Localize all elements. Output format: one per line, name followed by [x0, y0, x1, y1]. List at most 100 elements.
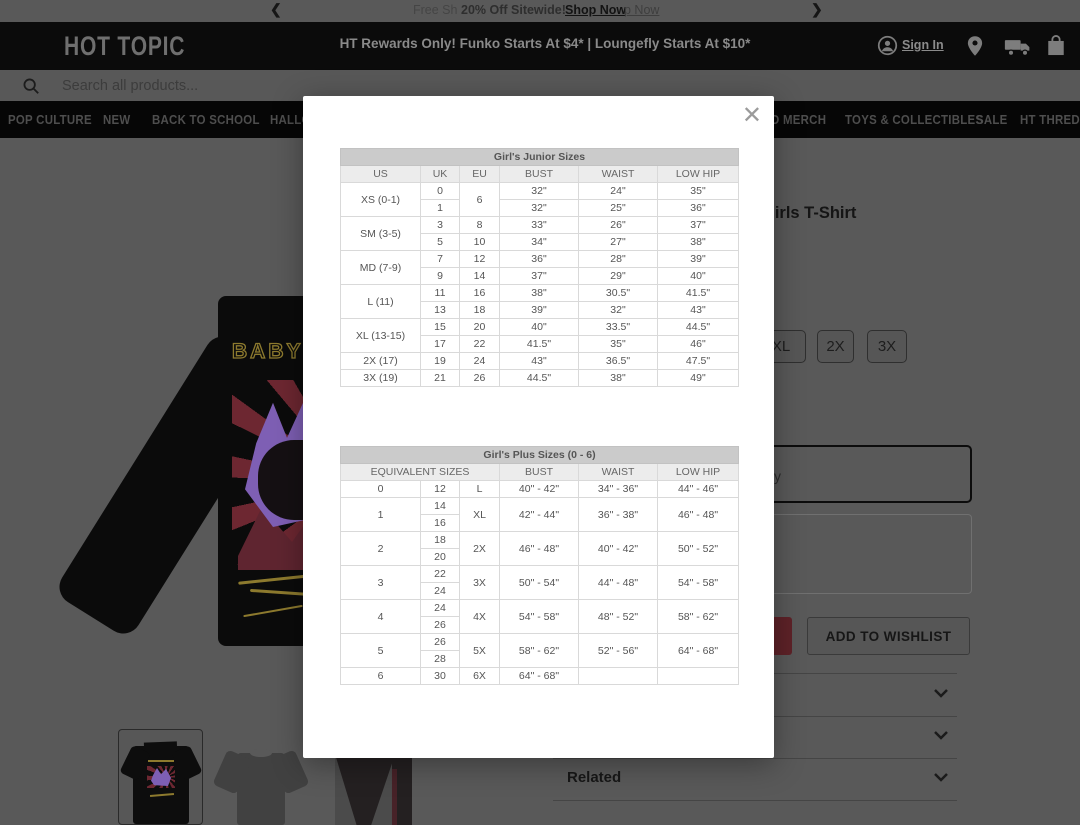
delivery-truck-icon[interactable] — [1004, 39, 1032, 56]
size-cell: 29" — [578, 267, 658, 285]
search-input[interactable] — [60, 74, 560, 98]
size-cell: 2X — [459, 531, 500, 566]
size-cell: 12 — [459, 250, 500, 268]
size-cell: 25" — [578, 199, 658, 217]
size-cell: 20 — [420, 548, 460, 566]
size-cell: 44.5" — [499, 369, 579, 387]
size-cell: 35" — [656, 182, 740, 200]
size-cell: L (11) — [340, 284, 421, 319]
size-cell: 6 — [340, 667, 421, 685]
size-cell: 0 — [340, 480, 421, 498]
size-cell: 44" - 48" — [578, 565, 658, 600]
banner-shop-now-link[interactable]: Shop Now — [565, 3, 627, 17]
site-header: HOT TOPIC HT Rewards Only! Funko Starts … — [0, 22, 1080, 70]
banner-ghost-text-left: Free Sh — [413, 3, 458, 17]
nav-item-pop-culture[interactable]: POP CULTURE — [8, 112, 92, 127]
size-cell: 46" - 48" — [499, 531, 579, 566]
size-cell: 26 — [459, 369, 500, 387]
size-cell: 41.5" — [499, 335, 579, 353]
account-icon[interactable] — [877, 35, 898, 56]
size-cell: 20 — [459, 318, 500, 336]
size-cell: 58" - 62" — [656, 599, 740, 634]
size-cell: 27" — [578, 233, 658, 251]
size-cell: 14 — [459, 267, 500, 285]
accordion-divider — [553, 800, 957, 801]
chevron-down-icon[interactable] — [933, 730, 949, 740]
size-cell: 4X — [459, 599, 500, 634]
nav-item-toys-collectibles[interactable]: TOYS & COLLECTIBLES — [845, 112, 984, 127]
search-icon[interactable] — [22, 77, 40, 95]
size-cell: 32" — [499, 182, 579, 200]
size-cell: 3X — [459, 565, 500, 600]
size-cell: 17 — [420, 335, 460, 353]
size-cell: 54" - 58" — [499, 599, 579, 634]
size-cell: 4 — [340, 599, 421, 634]
size-cell: 18 — [459, 301, 500, 319]
chevron-down-icon[interactable] — [933, 772, 949, 782]
size-cell: 52" - 56" — [578, 633, 658, 668]
size-cell: 24 — [420, 582, 460, 600]
carousel-right-icon[interactable]: ❯ — [811, 1, 823, 17]
add-to-wishlist-button[interactable]: ADD TO WISHLIST — [807, 617, 970, 655]
chevron-down-icon[interactable] — [933, 688, 949, 698]
nav-item-sale[interactable]: SALE — [976, 112, 1008, 127]
size-cell: 24 — [420, 599, 460, 617]
size-cell: 47.5" — [656, 352, 740, 370]
size-cell: 22 — [459, 335, 500, 353]
product-thumbnail-selected[interactable] — [118, 729, 203, 825]
banner-headline: 20% Off Sitewide! — [461, 3, 566, 17]
size-cell: 28 — [420, 650, 460, 668]
size-cell: 30.5" — [578, 284, 658, 302]
nav-item-new[interactable]: NEW — [103, 112, 131, 127]
nav-item-back-to-school[interactable]: BACK TO SCHOOL — [152, 112, 260, 127]
size-cell: 16 — [420, 514, 460, 532]
nav-item-ht-thredup[interactable]: HT THREDU — [1020, 112, 1080, 127]
size-cell: 12 — [420, 480, 460, 498]
size-cell: 11 — [420, 284, 460, 302]
size-cell: MD (7-9) — [340, 250, 421, 285]
product-title: Girls T-Shirt — [762, 204, 857, 222]
close-icon[interactable]: ✕ — [741, 102, 762, 129]
size-cell: WAIST — [578, 165, 658, 183]
size-cell: 26 — [420, 616, 460, 634]
size-cell: 24" — [578, 182, 658, 200]
size-button-3x[interactable]: 3X — [867, 330, 907, 363]
size-cell: US — [340, 165, 421, 183]
size-cell: 5X — [459, 633, 500, 668]
size-cell: 3X (19) — [340, 369, 421, 387]
related-accordion-label[interactable]: Related — [567, 769, 622, 786]
size-cell: 48" - 52" — [578, 599, 658, 634]
product-thumbnail-back[interactable] — [212, 729, 310, 825]
size-cell: 26" — [578, 216, 658, 234]
size-cell: 14 — [420, 497, 460, 515]
sign-in-link[interactable]: Sign In — [902, 38, 944, 52]
size-cell: 38" — [499, 284, 579, 302]
store-locator-icon[interactable] — [966, 35, 984, 57]
size-cell: 6X — [459, 667, 500, 685]
size-cell — [578, 667, 658, 685]
size-cell: 32" — [578, 301, 658, 319]
header-promo-text: HT Rewards Only! Funko Starts At $4* | L… — [339, 36, 751, 51]
size-cell: 15 — [420, 318, 460, 336]
size-cell: 0 — [420, 182, 460, 200]
size-cell: 3 — [340, 565, 421, 600]
size-cell: 35" — [578, 335, 658, 353]
size-cell: L — [459, 480, 500, 498]
size-cell: 33.5" — [578, 318, 658, 336]
shopping-bag-icon[interactable] — [1046, 34, 1066, 57]
size-cell: 10 — [459, 233, 500, 251]
size-cell: 9 — [420, 267, 460, 285]
plus-sizes-table: Girl's Plus Sizes (0 - 6) EQUIVALENT SIZE… — [339, 446, 740, 685]
promo-banner: ❮ ❯ Free Sh 20% Off Sitewide! Shop Now p… — [0, 0, 1080, 22]
size-cell: 39" — [499, 301, 579, 319]
carousel-left-icon[interactable]: ❮ — [270, 1, 282, 17]
size-cell: 49" — [656, 369, 740, 387]
size-cell: 40" — [656, 267, 740, 285]
size-cell: XL — [459, 497, 500, 532]
size-button-2x[interactable]: 2X — [817, 330, 854, 363]
nav-item-band-merch[interactable]: D MERCH — [771, 112, 827, 127]
size-cell: 37" — [656, 216, 740, 234]
hot-topic-logo[interactable]: HOT TOPIC — [64, 31, 186, 61]
size-cell: 21 — [420, 369, 460, 387]
